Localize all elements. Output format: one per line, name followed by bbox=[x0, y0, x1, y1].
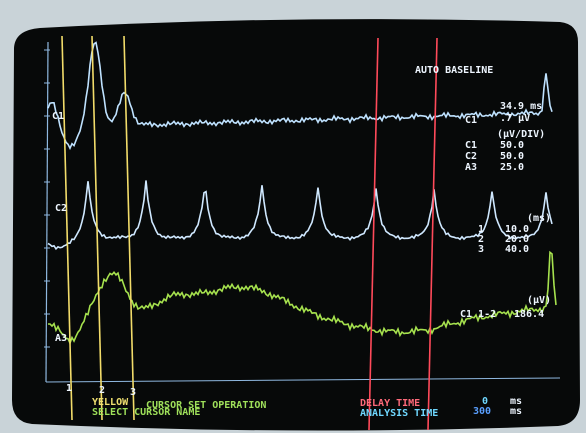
readout-channel: C1 bbox=[465, 115, 477, 126]
readout-time: 34.9 ms bbox=[500, 101, 542, 112]
scale-label: A3 bbox=[465, 162, 477, 173]
trace-label: C2 bbox=[55, 203, 67, 214]
axis bbox=[45, 41, 49, 383]
delay-label: DELAY TIME bbox=[360, 398, 420, 409]
scale-label: C2 bbox=[465, 151, 477, 162]
scale-label: C1 bbox=[465, 140, 477, 151]
yellow-cursor bbox=[123, 35, 135, 421]
scale-value: 50.0 bbox=[500, 151, 524, 162]
peak-unit: (µV) bbox=[527, 295, 551, 306]
cursor-label: 3 bbox=[130, 387, 136, 398]
trace-a3 bbox=[48, 250, 557, 346]
yellow-cursor bbox=[61, 35, 73, 421]
texts: AUTO BASELINE C1 C2 A3 1 2 3 34.9 ms .7 … bbox=[52, 65, 551, 419]
delay-value: 0 bbox=[482, 396, 488, 407]
footer-text: SELECT CURSOR NAME bbox=[92, 407, 200, 418]
cursor-label: 2 bbox=[99, 385, 105, 396]
cursor-name: 2 bbox=[478, 234, 484, 245]
cursor-time: 10.0 bbox=[505, 224, 529, 235]
cursor-time: 40.0 bbox=[505, 244, 529, 255]
red-cursor bbox=[368, 37, 379, 431]
readout-amplitude: .7 µV bbox=[500, 113, 530, 124]
trace-c1 bbox=[47, 41, 553, 151]
analysis-label: ANALYSIS TIME bbox=[360, 408, 438, 419]
cursor-time: 20.0 bbox=[505, 234, 529, 245]
trace-c2 bbox=[47, 180, 553, 251]
footer-text: CURSOR SET OPERATION bbox=[146, 400, 266, 411]
delay-unit: ms bbox=[510, 396, 522, 407]
cursor-name: 3 bbox=[478, 244, 484, 255]
trace-label: C1 bbox=[52, 111, 64, 122]
cursor-unit: (ms) bbox=[527, 213, 551, 224]
mode: AUTO BASELINE bbox=[415, 65, 493, 76]
peak-value: 186.4 bbox=[514, 309, 544, 320]
analysis-unit: ms bbox=[510, 406, 522, 417]
yellow-cursor bbox=[91, 35, 103, 421]
trace-label: A3 bbox=[55, 333, 67, 344]
scale-value: 25.0 bbox=[500, 162, 524, 173]
footer-text: YELLOW bbox=[92, 397, 129, 408]
peak-label: C1 1-2 bbox=[460, 309, 496, 320]
traces bbox=[44, 35, 561, 431]
axis bbox=[45, 377, 561, 383]
analysis-value: 300 bbox=[473, 406, 491, 417]
red-cursor bbox=[427, 37, 438, 431]
cursor-name: 1 bbox=[478, 224, 484, 235]
scale-value: 50.0 bbox=[500, 140, 524, 151]
scale-unit: (µV/DIV) bbox=[497, 129, 545, 140]
cursor-label: 1 bbox=[66, 383, 72, 394]
